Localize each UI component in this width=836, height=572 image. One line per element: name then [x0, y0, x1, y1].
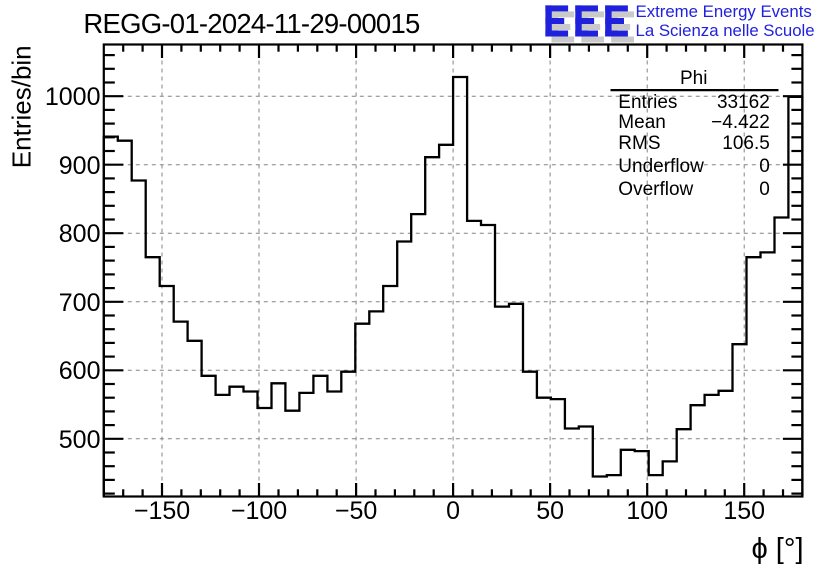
svg-text:ϕ [°]: ϕ [°]: [751, 533, 803, 565]
svg-text:Entries/bin: Entries/bin: [6, 45, 36, 168]
